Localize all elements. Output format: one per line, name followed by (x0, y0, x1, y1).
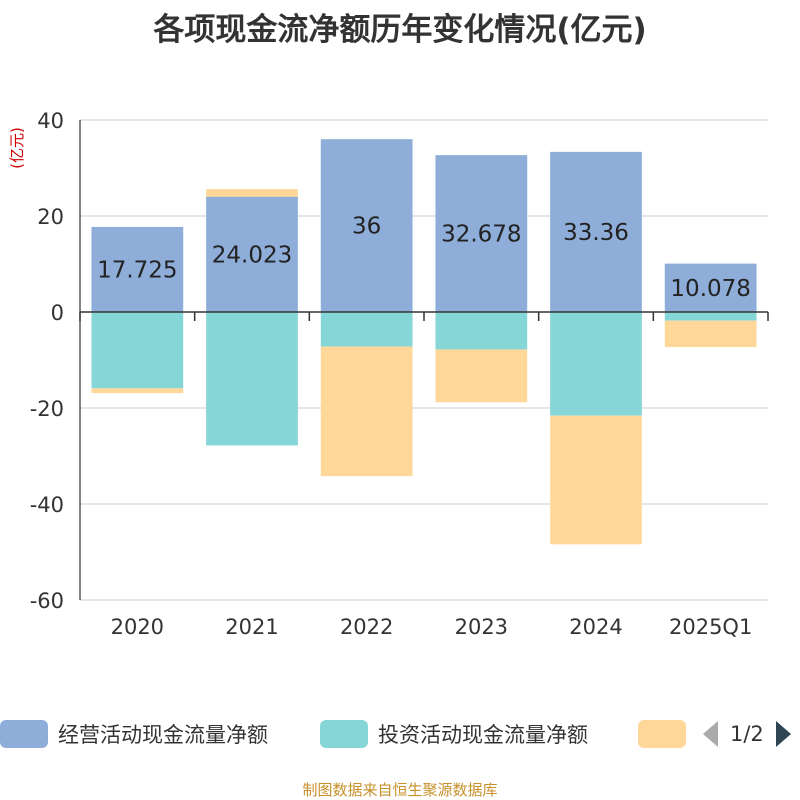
bars[interactable] (91, 139, 757, 545)
legend-swatch (0, 720, 48, 748)
legend-pager: 1/2 (700, 716, 794, 752)
legend-page-indicator: 1/2 (730, 722, 764, 746)
legend-swatch (320, 720, 368, 748)
bar-segment[interactable] (91, 388, 184, 394)
legend-item[interactable]: 投资活动现金流量净额 (320, 716, 588, 752)
bar-value-label: 36 (352, 214, 381, 240)
axes: 40 20 0 -20 -40 -60 2020 2021 2022 2023 2024 2025Q1 (30, 109, 769, 639)
bar-segment[interactable] (550, 312, 642, 416)
bar-segment[interactable] (664, 312, 757, 321)
legend-prev-icon[interactable] (700, 719, 722, 749)
bar-value-label: 24.023 (212, 242, 292, 268)
bar-segment[interactable] (320, 346, 413, 477)
bar-segment[interactable] (550, 415, 642, 545)
bar-segment[interactable] (320, 312, 413, 347)
bar-segment[interactable] (206, 189, 298, 197)
legend-label: 投资活动现金流量净额 (378, 723, 588, 747)
x-tick-label: 2021 (225, 615, 278, 639)
x-tick-label: 2020 (111, 615, 164, 639)
bar-segment[interactable] (91, 226, 184, 312)
x-tick-label: 2025Q1 (669, 615, 752, 639)
legend: 经营活动现金流量净额 投资活动现金流量净额 1/2 (0, 716, 800, 756)
bar-segment[interactable] (435, 155, 528, 312)
bar-segment[interactable] (206, 196, 298, 312)
legend-item[interactable]: 经营活动现金流量净额 (0, 716, 268, 752)
bar-value-label: 32.678 (441, 222, 521, 248)
bar-value-label: 10.078 (670, 276, 750, 302)
legend-swatch (638, 720, 686, 748)
bar-value-label: 33.36 (563, 220, 629, 246)
bar-segment[interactable] (435, 312, 528, 350)
bar-value-label: 17.725 (97, 257, 177, 283)
y-tick-label: 40 (37, 109, 64, 133)
y-tick-label: 20 (37, 205, 64, 229)
bar-segment[interactable] (206, 312, 298, 446)
y-axis-unit-label: (亿元) (8, 127, 26, 169)
legend-next-icon[interactable] (772, 719, 794, 749)
source-note: 制图数据来自恒生聚源数据库 (302, 781, 498, 799)
stacked-bar-chart: 40 20 0 -20 -40 -60 2020 2021 2022 2023 2024 2025Q1… (8, 109, 769, 639)
y-tick-label: -20 (30, 397, 64, 421)
legend-label: 经营活动现金流量净额 (58, 723, 268, 747)
data-labels: 17.725 24.023 36 32.678 33.36 10.078 (97, 214, 751, 302)
legend-item[interactable] (638, 716, 686, 752)
x-tick-label: 2023 (455, 615, 508, 639)
x-tick-label: 2024 (569, 615, 622, 639)
y-tick-label: -60 (30, 589, 64, 613)
y-tick-label: -40 (30, 493, 64, 517)
bar-segment[interactable] (664, 320, 757, 348)
y-tick-label: 0 (51, 301, 64, 325)
bar-segment[interactable] (550, 151, 642, 312)
bar-segment[interactable] (91, 312, 184, 389)
bar-segment[interactable] (664, 263, 757, 312)
grid-lines (80, 119, 768, 601)
chart-title: 各项现金流净额历年变化情况(亿元) (153, 12, 647, 48)
bar-segment[interactable] (435, 349, 528, 403)
bar-segment[interactable] (320, 139, 413, 312)
x-tick-label: 2022 (340, 615, 393, 639)
